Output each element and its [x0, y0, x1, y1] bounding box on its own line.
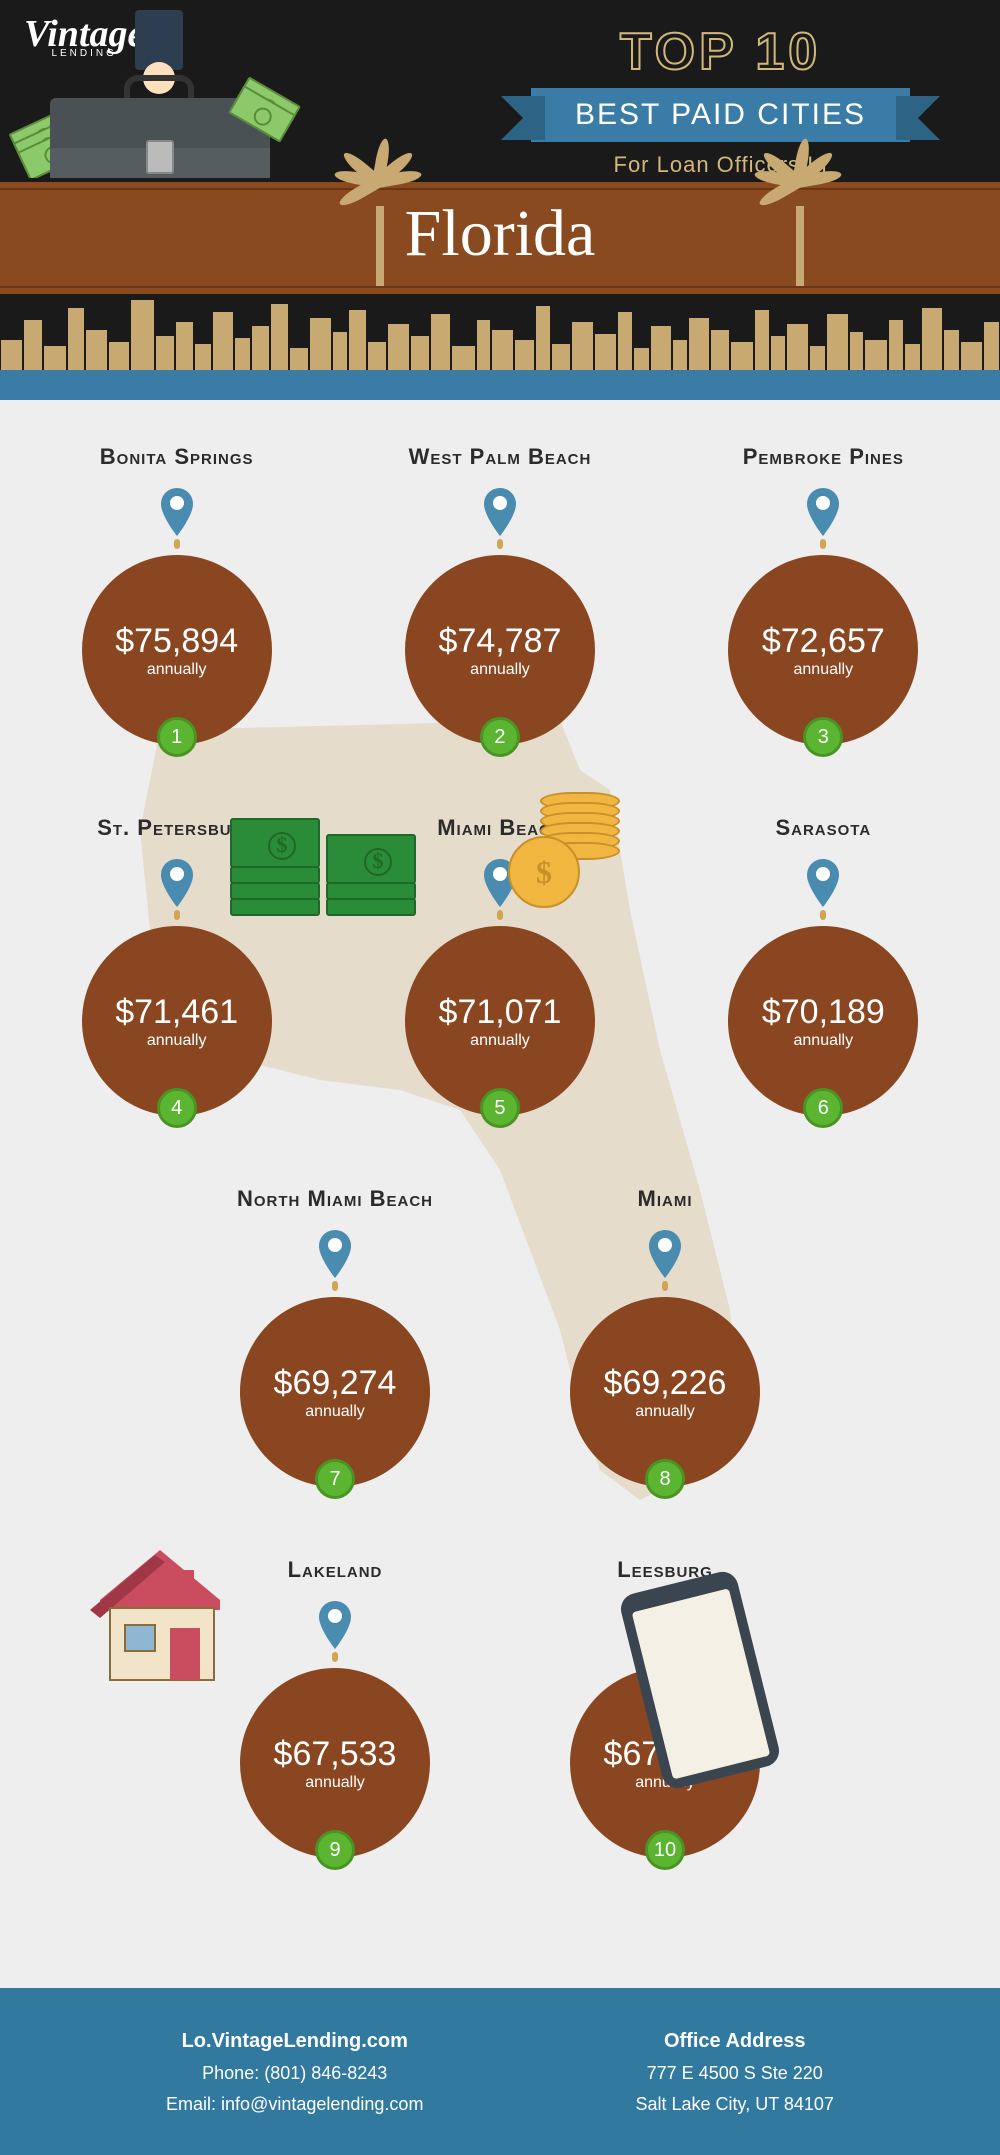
title-block: TOP 10 BEST PAID CITIES For Loan Officer…: [531, 22, 910, 178]
state-name: Florida: [405, 196, 596, 272]
annually-label: annually: [82, 661, 272, 679]
salary-value: $72,657: [728, 622, 918, 661]
city-name: West Palm Beach: [373, 444, 626, 470]
annually-label: annually: [570, 1403, 760, 1421]
city-name: Leesburg: [535, 1557, 795, 1583]
salary-circle: $71,461annually4: [82, 926, 272, 1116]
salary-value: $69,274: [240, 1364, 430, 1403]
salary-value: $69,226: [570, 1364, 760, 1403]
rank-badge: 2: [480, 717, 520, 757]
footer-address-hd: Office Address: [636, 2024, 834, 2058]
rank-badge: 6: [803, 1088, 843, 1128]
salary-circle: $74,787annually2: [405, 555, 595, 745]
city-card: North Miami Beach $69,274annually7: [205, 1186, 465, 1487]
annually-label: annually: [728, 661, 918, 679]
annually-label: annually: [405, 661, 595, 679]
map-pin-icon: [205, 1601, 465, 1662]
rank-badge: 10: [645, 1830, 685, 1870]
salary-value: $71,461: [82, 993, 272, 1032]
salary-value: $71,071: [405, 993, 595, 1032]
footer-address: Office Address 777 E 4500 S Ste 220 Salt…: [636, 2024, 834, 2119]
footer-email: Email: info@vintagelending.com: [166, 2089, 423, 2120]
state-band: Florida: [0, 178, 1000, 298]
palm-icon: [750, 156, 850, 286]
city-card: Sarasota $70,189annually6: [697, 815, 950, 1116]
annually-label: annually: [240, 1774, 430, 1792]
footer-phone: Phone: (801) 846-8243: [166, 2058, 423, 2089]
coins-icon: $: [540, 800, 620, 860]
footer-address-l1: 777 E 4500 S Ste 220: [636, 2058, 834, 2089]
city-card: Pembroke Pines $72,657annually3: [697, 444, 950, 745]
main-content: Bonita Springs$75,894annually1West Palm …: [0, 400, 1000, 1988]
brand-logo: Vintage LENDING: [24, 12, 144, 59]
rank-badge: 1: [157, 717, 197, 757]
house-icon: [70, 1520, 240, 1695]
skyline-icon: [0, 298, 1000, 370]
map-pin-icon: [50, 488, 303, 549]
rank-badge: 8: [645, 1459, 685, 1499]
footer-address-l2: Salt Lake City, UT 84107: [636, 2089, 834, 2120]
salary-value: $74,787: [405, 622, 595, 661]
footer-site: Lo.VintageLending.com: [166, 2024, 423, 2058]
city-name: Bonita Springs: [50, 444, 303, 470]
annually-label: annually: [405, 1032, 595, 1050]
map-pin-icon: [205, 1230, 465, 1291]
annually-label: annually: [82, 1032, 272, 1050]
salary-circle: $69,274annually7: [240, 1297, 430, 1487]
title-ribbon: BEST PAID CITIES: [531, 88, 910, 142]
city-card: Miami $69,226annually8: [535, 1186, 795, 1487]
city-card: Bonita Springs $75,894annually1: [50, 444, 303, 745]
salary-circle: $70,189annually6: [728, 926, 918, 1116]
city-name: Lakeland: [205, 1557, 465, 1583]
rank-badge: 5: [480, 1088, 520, 1128]
title-sub: For Loan Officers In: [531, 152, 910, 178]
annually-label: annually: [728, 1032, 918, 1050]
salary-value: $75,894: [82, 622, 272, 661]
salary-value: $67,533: [240, 1735, 430, 1774]
salary-circle: $67,533annually9: [240, 1668, 430, 1858]
annually-label: annually: [240, 1403, 430, 1421]
header: Vintage LENDING TOP 10 BEST PAID CITIES …: [0, 0, 1000, 370]
city-card: Lakeland $67,533annually9: [205, 1557, 465, 1858]
rank-badge: 4: [157, 1088, 197, 1128]
city-name: Sarasota: [697, 815, 950, 841]
salary-circle: $72,657annually3: [728, 555, 918, 745]
city-name: North Miami Beach: [205, 1186, 465, 1212]
city-name: Pembroke Pines: [697, 444, 950, 470]
salary-circle: $71,071annually5: [405, 926, 595, 1116]
blue-divider: [0, 370, 1000, 400]
rank-badge: 9: [315, 1830, 355, 1870]
city-card: West Palm Beach $74,787annually2: [373, 444, 626, 745]
cash-icon: [230, 820, 416, 916]
salary-value: $70,189: [728, 993, 918, 1032]
rank-badge: 7: [315, 1459, 355, 1499]
rank-badge: 3: [803, 717, 843, 757]
city-name: Miami: [535, 1186, 795, 1212]
map-pin-icon: [535, 1230, 795, 1291]
salary-circle: $75,894annually1: [82, 555, 272, 745]
map-pin-icon: [373, 488, 626, 549]
map-pin-icon: [697, 859, 950, 920]
title-top: TOP 10: [531, 22, 910, 82]
footer: Lo.VintageLending.com Phone: (801) 846-8…: [0, 1988, 1000, 2155]
footer-contact: Lo.VintageLending.com Phone: (801) 846-8…: [166, 2024, 423, 2119]
salary-circle: $69,226annually8: [570, 1297, 760, 1487]
map-pin-icon: [697, 488, 950, 549]
